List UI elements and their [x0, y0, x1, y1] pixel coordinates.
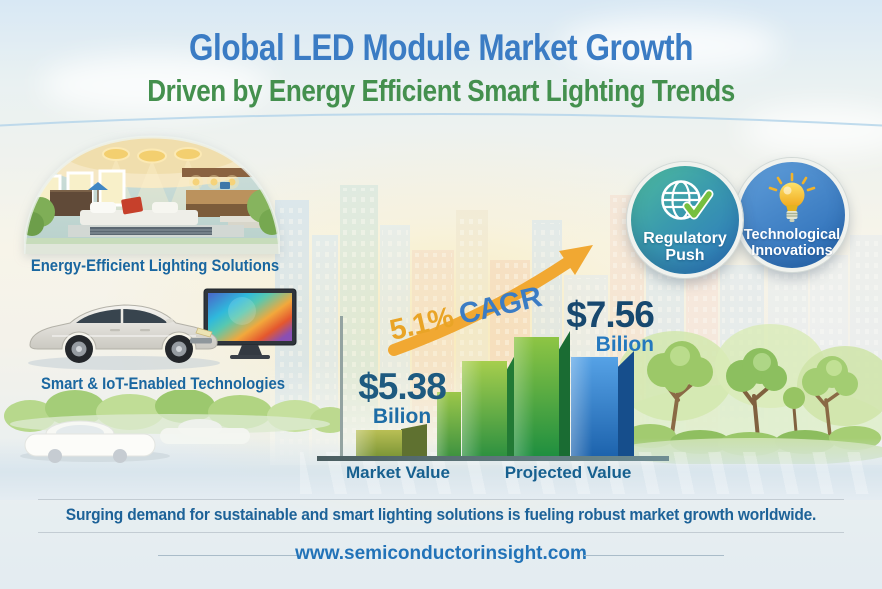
chart-x-axis [317, 456, 669, 461]
bar-side-face [558, 331, 570, 456]
bar-side-face [617, 351, 634, 456]
lightbulb-icon [768, 172, 816, 222]
cloud-decoration [560, 18, 780, 73]
market-value-amount: $5.38 [358, 366, 447, 407]
badge-technological-innovations: Technological Innovations [735, 158, 849, 272]
badge-regulatory-label: Regulatory Push [643, 230, 727, 265]
header-arc-line [0, 113, 882, 127]
bar-step-4 [514, 337, 559, 456]
projected-value-label: $7.56 Bilion [556, 296, 664, 355]
chart-y-axis [340, 316, 343, 459]
badge-line: Technological [743, 226, 841, 243]
badge-line: Regulatory [643, 229, 727, 247]
projected-value-amount: $7.56 [566, 294, 655, 335]
bar-side-face [506, 355, 515, 456]
bar-step-1 [356, 430, 402, 456]
cloud-decoration [40, 55, 270, 115]
divider-line [38, 532, 844, 533]
parked-cars-illustration [4, 390, 340, 463]
badge-regulatory-push: Regulatory Push [627, 162, 743, 278]
bar-step-5-projected [571, 357, 618, 456]
divider-line [38, 499, 844, 500]
projected-value-unit: Bilion [595, 332, 654, 356]
footer-line-left [158, 555, 298, 556]
bar-step-3 [462, 361, 507, 456]
tagline: Surging demand for sustainable and smart… [65, 506, 817, 524]
badge-technological-label: Technological Innovations [743, 226, 841, 259]
globe-checkmark-icon [661, 179, 714, 220]
bar-step-2 [437, 392, 461, 456]
smart-car-illustration [28, 304, 220, 370]
label-energy-efficient-lighting: Energy-Efficient Lighting Solutions [30, 257, 280, 275]
category-market-value: Market Value [346, 463, 450, 482]
label-smart-iot-technologies: Smart & IoT-Enabled Technologies [41, 375, 285, 393]
page-title: Global LED Module Market Growth [188, 27, 694, 68]
living-room-lighting-illustration [24, 135, 280, 254]
badge-line: Innovations [751, 242, 833, 259]
smart-display-illustration [203, 288, 297, 359]
bar-side-face [401, 424, 427, 456]
market-value-label: $5.38 Bilion [348, 368, 456, 427]
footer-line-right [584, 555, 724, 556]
category-projected-value: Projected Value [504, 463, 632, 482]
website-link[interactable]: www.semiconductorinsight.com [295, 543, 587, 564]
page-subtitle: Driven by Energy Efficient Smart Lightin… [147, 73, 735, 108]
badge-line: Push [665, 247, 705, 264]
growth-arrow-icon [388, 245, 593, 356]
market-value-unit: Bilion [372, 404, 432, 428]
